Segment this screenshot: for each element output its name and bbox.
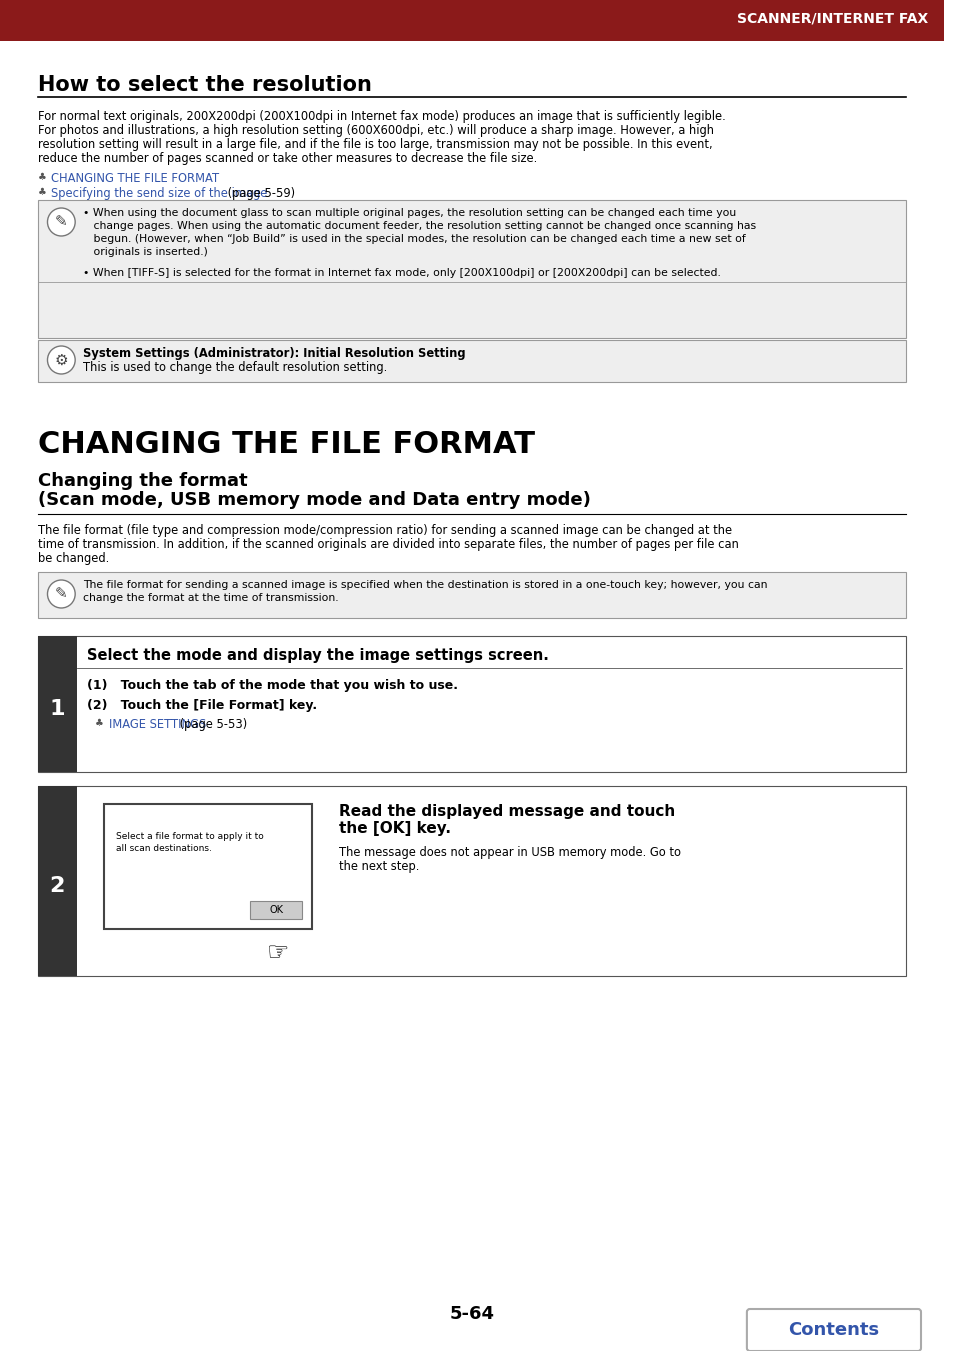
Text: (page 5-53): (page 5-53) [175,717,247,731]
Text: IMAGE SETTINGS: IMAGE SETTINGS [109,717,206,731]
Text: the next step.: the next step. [339,861,419,873]
Text: change the format at the time of transmission.: change the format at the time of transmi… [83,593,338,603]
Text: (Scan mode, USB memory mode and Data entry mode): (Scan mode, USB memory mode and Data ent… [37,490,590,509]
Bar [37,636,77,771]
Text: Specifying the send size of the image: Specifying the send size of the image [51,186,268,200]
Text: ✎: ✎ [55,586,68,601]
Text: the [OK] key.: the [OK] key. [339,821,451,836]
Text: (2)   Touch the [File Format] key.: (2) Touch the [File Format] key. [87,698,316,712]
Text: ☞: ☞ [267,942,289,965]
Text: SCANNER/INTERNET FAX: SCANNER/INTERNET FAX [736,11,927,26]
Text: Read the displayed message and touch: Read the displayed message and touch [339,804,675,819]
Text: Changing the format: Changing the format [37,471,247,490]
Bar [0,36,943,41]
Circle shape [48,208,75,236]
Text: Select a file format to apply it to: Select a file format to apply it to [115,832,263,842]
Text: time of transmission. In addition, if the scanned originals are divided into sep: time of transmission. In addition, if th… [37,538,738,551]
Bar [104,804,312,929]
FancyBboxPatch shape [746,1309,920,1351]
Bar [0,0,943,36]
Text: (page 5-59): (page 5-59) [224,186,295,200]
Circle shape [48,346,75,374]
Text: CHANGING THE FILE FORMAT: CHANGING THE FILE FORMAT [37,430,534,459]
Text: change pages. When using the automatic document feeder, the resolution setting c: change pages. When using the automatic d… [83,222,756,231]
Text: ✎: ✎ [55,215,68,230]
Text: be changed.: be changed. [37,553,109,565]
Text: begun. (However, when “Job Build” is used in the special modes, the resolution c: begun. (However, when “Job Build” is use… [83,234,745,245]
Bar [250,901,301,919]
Text: 5-64: 5-64 [449,1305,494,1323]
Text: all scan destinations.: all scan destinations. [115,844,212,852]
Text: ⚙: ⚙ [54,353,68,367]
Text: reduce the number of pages scanned or take other measures to decrease the file s: reduce the number of pages scanned or ta… [37,153,537,165]
Text: • When [TIFF-S] is selected for the format in Internet fax mode, only [200X100dp: • When [TIFF-S] is selected for the form… [83,267,720,278]
Text: ♣: ♣ [37,186,47,197]
Text: ♣: ♣ [95,717,104,728]
Text: 1: 1 [50,698,65,719]
Text: For photos and illustrations, a high resolution setting (600X600dpi, etc.) will : For photos and illustrations, a high res… [37,124,713,136]
Text: CHANGING THE FILE FORMAT: CHANGING THE FILE FORMAT [51,172,219,185]
Text: The file format (file type and compression mode/compression ratio) for sending a: The file format (file type and compressi… [37,524,731,536]
Bar [37,200,905,338]
Bar [37,340,905,382]
Text: OK: OK [269,905,283,915]
Bar [37,636,905,771]
Bar [37,786,77,975]
Text: resolution setting will result in a large file, and if the file is too large, tr: resolution setting will result in a larg… [37,138,712,151]
Text: originals is inserted.): originals is inserted.) [83,247,208,257]
Circle shape [48,580,75,608]
Text: The file format for sending a scanned image is specified when the destination is: The file format for sending a scanned im… [83,580,767,590]
Text: For normal text originals, 200X200dpi (200X100dpi in Internet fax mode) produces: For normal text originals, 200X200dpi (2… [37,109,724,123]
Text: How to select the resolution: How to select the resolution [37,76,371,95]
Text: ♣: ♣ [37,172,47,182]
Text: 2: 2 [50,875,65,896]
Text: Contents: Contents [787,1321,879,1339]
Bar [37,786,905,975]
Text: Select the mode and display the image settings screen.: Select the mode and display the image se… [87,648,548,663]
Text: • When using the document glass to scan multiple original pages, the resolution : • When using the document glass to scan … [83,208,736,218]
Bar [37,571,905,617]
Text: (1)   Touch the tab of the mode that you wish to use.: (1) Touch the tab of the mode that you w… [87,680,457,692]
Text: This is used to change the default resolution setting.: This is used to change the default resol… [83,361,387,374]
Text: The message does not appear in USB memory mode. Go to: The message does not appear in USB memor… [339,846,680,859]
Text: System Settings (Administrator): Initial Resolution Setting: System Settings (Administrator): Initial… [83,347,465,359]
